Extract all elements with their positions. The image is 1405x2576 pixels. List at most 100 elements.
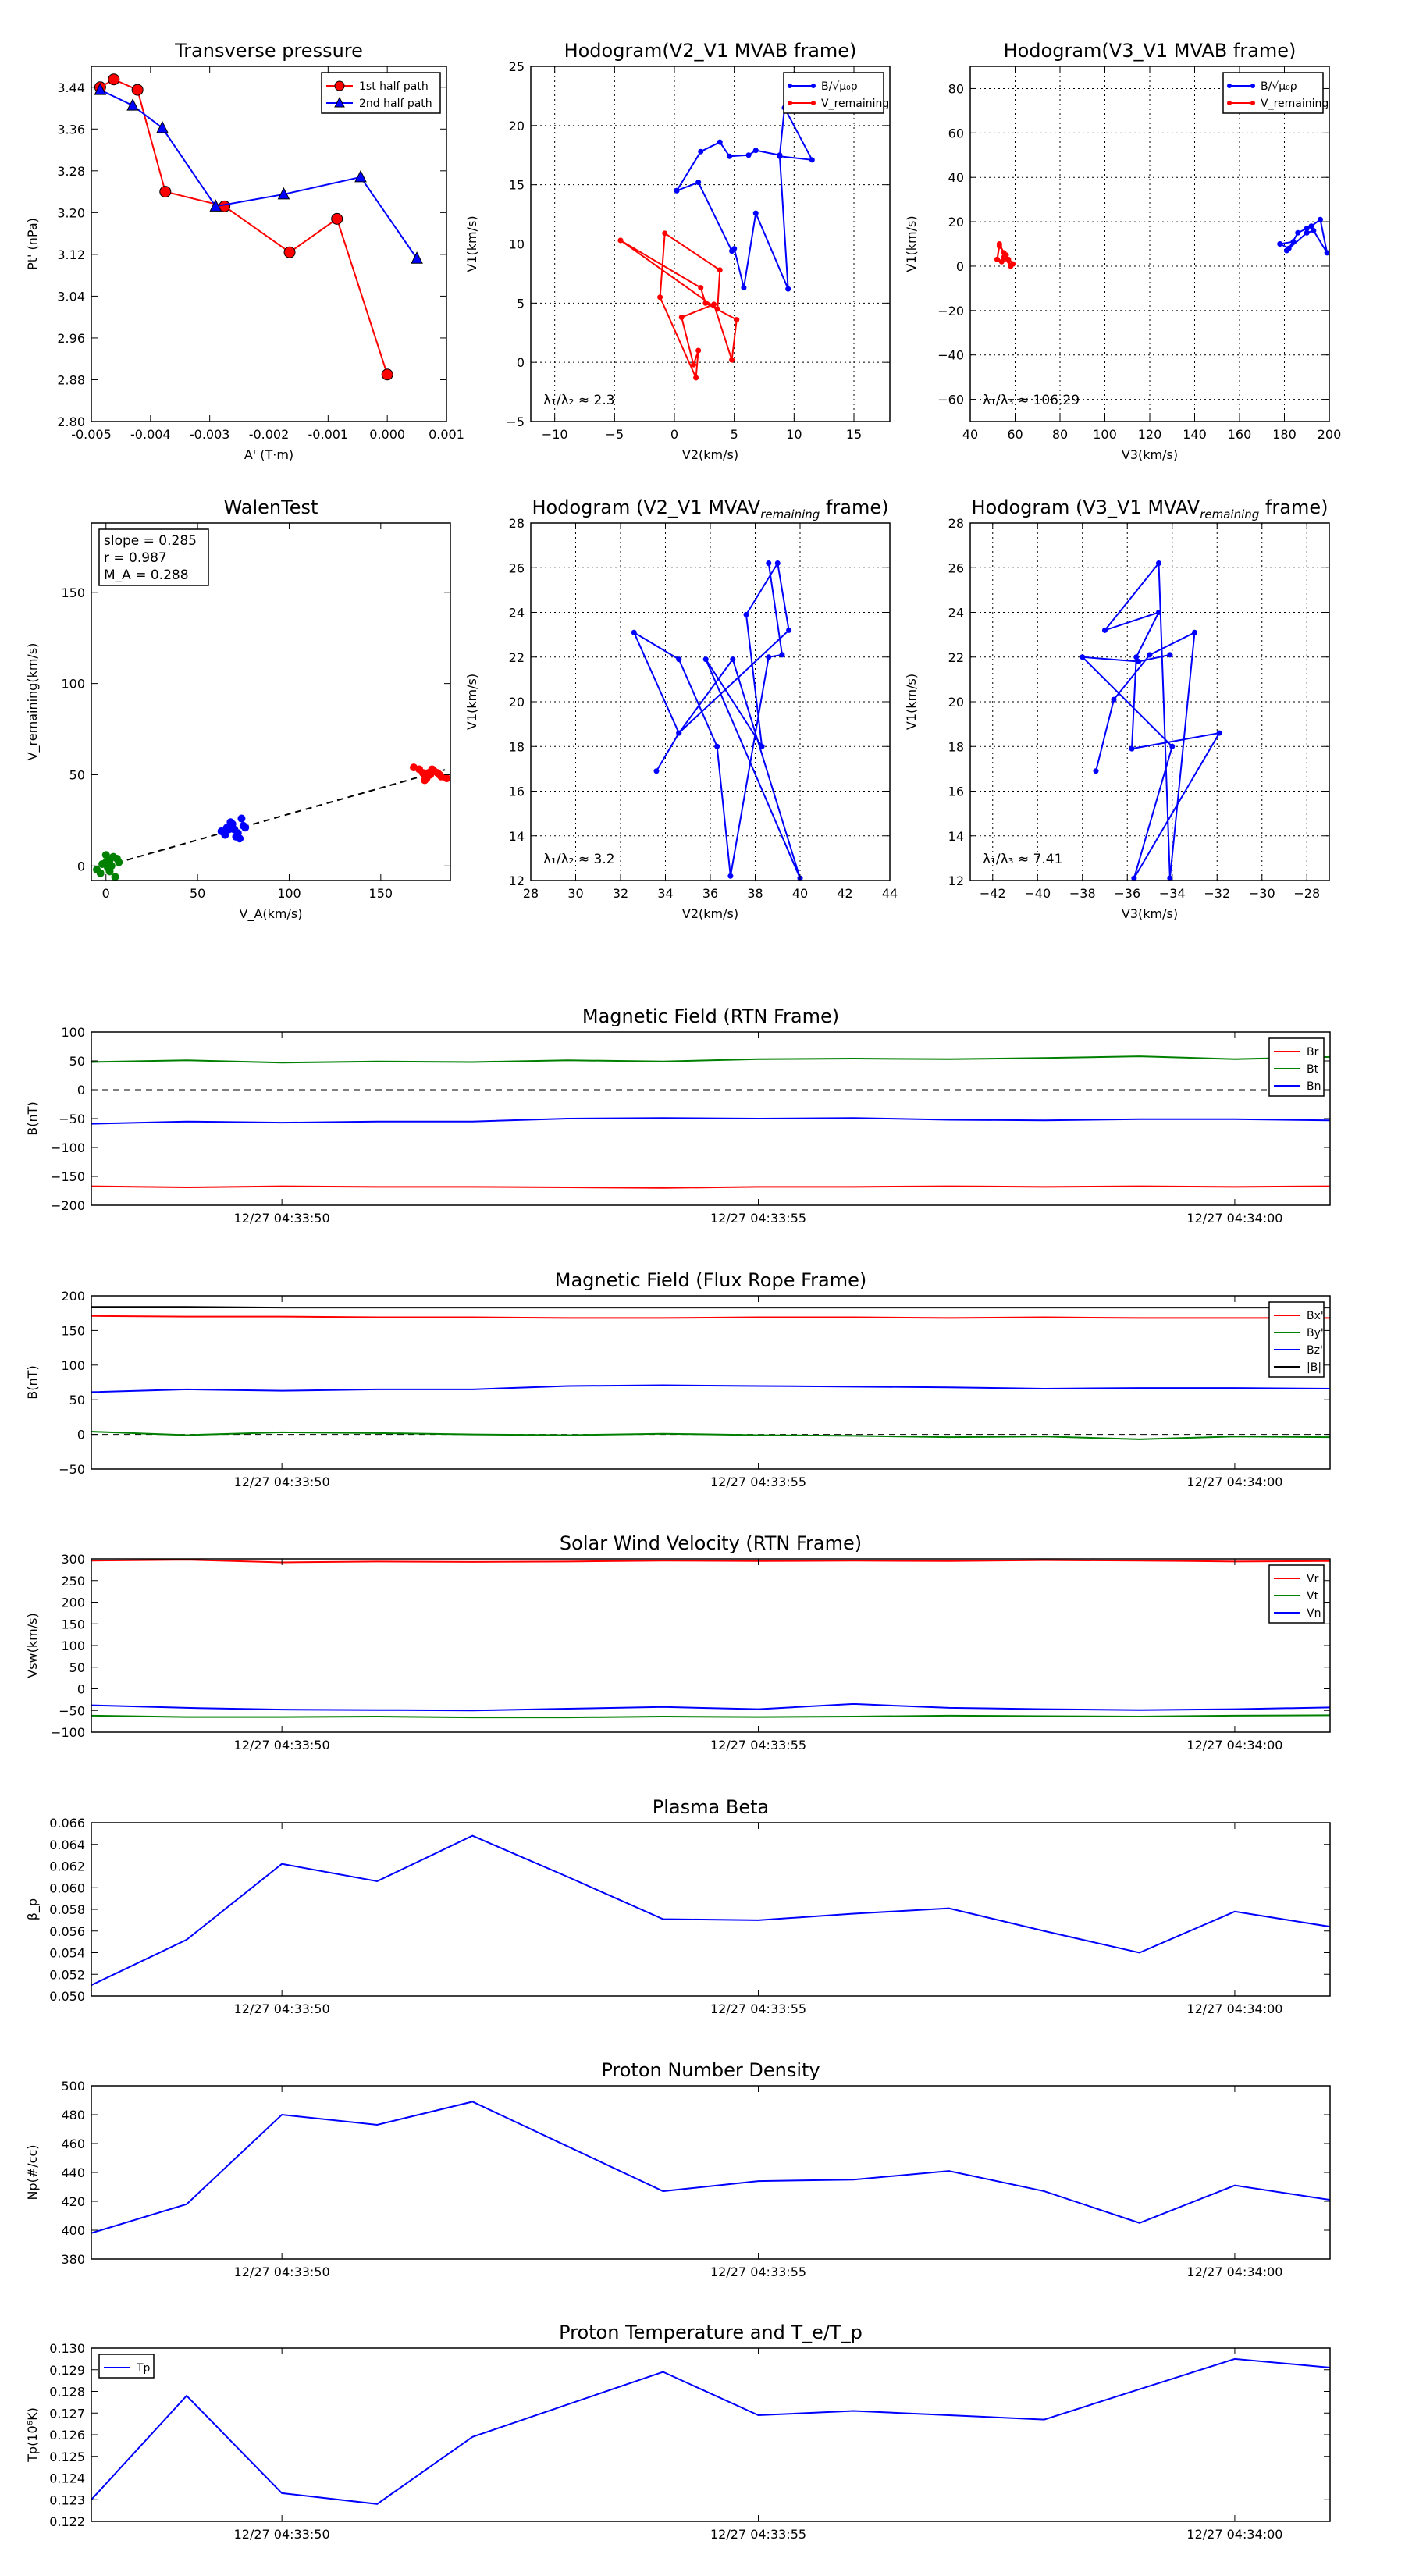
series-line-1: [91, 1714, 1330, 1719]
x-tick-label: 12/27 04:33:50: [234, 1738, 330, 1752]
data-point: [1169, 743, 1176, 749]
data-point: [766, 560, 772, 567]
y-tick-label: 100: [61, 1638, 85, 1653]
chart-h2: 40 60 80 100 120 140 160 180 200 −60 −40 −20 0 20 40 60…: [904, 40, 1341, 462]
x-tick-label: 0.001: [429, 427, 464, 442]
data-point: [277, 187, 290, 200]
data-point: [730, 656, 736, 663]
plot-frame: [91, 2347, 1331, 2522]
chart-title: Solar Wind Velocity (RTN Frame): [560, 1532, 862, 1554]
stats-ma: M_A = 0.288: [104, 568, 189, 583]
x-tick-label: −38: [1069, 886, 1096, 901]
data-point: [714, 743, 720, 749]
y-tick-label: 0.128: [49, 2385, 85, 2400]
data-point: [657, 294, 663, 301]
y-axis-label: Np(#/cc): [25, 2145, 40, 2201]
data-point: [424, 769, 432, 777]
y-tick-label: 20: [509, 119, 525, 133]
x-axis-label: A' (T·m): [244, 447, 293, 462]
y-tick-label: 100: [61, 677, 85, 692]
chart-walen: 0 50 100 150 0 50 100 150 WalenTest V_A(km/s) V_re…: [25, 496, 451, 922]
data-point: [105, 867, 114, 876]
y-tick-label: 22: [509, 650, 525, 665]
data-point: [1304, 229, 1310, 236]
data-point: [101, 851, 110, 859]
y-tick-label: 18: [509, 739, 525, 754]
data-point: [698, 285, 704, 291]
data-point: [698, 148, 704, 155]
y-tick-label: 0: [77, 859, 85, 873]
x-tick-label: 44: [882, 886, 898, 901]
y-tick-label: 18: [948, 739, 964, 754]
y-tick-label: 14: [509, 829, 525, 844]
data-layer: [91, 1559, 1330, 1719]
data-point: [1283, 247, 1289, 254]
y-tick-label: 440: [61, 2165, 85, 2180]
chart-title: Proton Temperature and T_e/T_p: [559, 2322, 863, 2343]
legend-label: B/√μ₀ρ: [821, 80, 858, 93]
data-point: [1304, 226, 1310, 232]
x-tick-label: 40: [962, 427, 978, 442]
data-point: [236, 834, 244, 843]
series-line-0: [91, 1185, 1330, 1189]
y-tick-label: −50: [59, 1462, 85, 1477]
annotation-text: λ₁/λ₃ ≈ 106.29: [983, 393, 1080, 408]
stats-r: r = 0.987: [104, 550, 167, 566]
x-tick-label: -0.001: [308, 427, 349, 442]
data-point: [653, 768, 660, 774]
data-point: [1156, 610, 1161, 615]
x-tick-label: 100: [1093, 427, 1117, 442]
data-point: [131, 84, 144, 96]
x-tick-label: 28: [523, 886, 539, 901]
series-line-2: [91, 1703, 1330, 1712]
data-layer: [91, 2357, 1330, 2505]
x-tick-label: −34: [1159, 886, 1186, 901]
data-point: [1156, 560, 1161, 567]
data-point: [94, 82, 107, 95]
plot-frame: [969, 66, 1330, 422]
x-tick-label: 12/27 04:33:50: [234, 1475, 330, 1489]
chart-bflux: 12/27 04:33:50 12/27 04:33:55 12/27 04:34:…: [25, 1269, 1331, 1489]
legend-label: Bx': [1307, 1310, 1324, 1322]
x-tick-label: 0: [102, 886, 110, 901]
y-tick-label: 0.058: [49, 1902, 85, 1917]
chart-title: Magnetic Field (Flux Rope Frame): [555, 1269, 866, 1291]
y-axis-label: V1(km/s): [904, 674, 919, 730]
x-tick-label: 12/27 04:34:00: [1186, 1475, 1282, 1489]
series-line-1: [91, 1055, 1330, 1064]
y-tick-label: 150: [61, 585, 85, 600]
data-point: [786, 627, 792, 633]
series-line-2: [91, 1384, 1330, 1393]
data-point: [1167, 652, 1173, 658]
y-tick-label: −150: [51, 1169, 85, 1184]
y-axis-label: Tp(10⁶K): [25, 2407, 40, 2463]
series-line-0: [91, 2357, 1330, 2505]
plot-frame: [91, 2085, 1331, 2260]
y-tick-label: 15: [509, 178, 525, 193]
y-tick-label: 50: [69, 767, 85, 782]
y-tick-label: 0.129: [49, 2363, 85, 2378]
y-tick-label: 100: [61, 1358, 85, 1373]
data-point: [228, 820, 237, 828]
chart-title: Transverse pressure: [174, 40, 363, 62]
y-tick-label: −60: [937, 393, 964, 407]
x-tick-label: 12/27 04:34:00: [1186, 1738, 1282, 1752]
series-line-0: [91, 2101, 1330, 2234]
y-tick-label: −100: [51, 1140, 85, 1155]
legend-label: V_remaining: [1261, 98, 1329, 110]
legend-label: 1st half path: [359, 80, 429, 93]
data-point: [331, 212, 343, 225]
data-point: [727, 153, 733, 159]
data-point: [676, 730, 682, 736]
x-tick-label: 12/27 04:34:00: [1186, 2001, 1282, 2016]
data-point: [1010, 261, 1016, 267]
y-tick-label: −50: [59, 1112, 85, 1126]
data-point: [743, 611, 749, 617]
series-line-0: [1080, 560, 1222, 879]
fit-line: [105, 769, 446, 867]
x-tick-label: 120: [1138, 427, 1162, 442]
y-tick-label: 0: [77, 1083, 85, 1098]
legend-label: V_remaining: [821, 98, 889, 110]
y-tick-label: 50: [69, 1660, 85, 1675]
series-line-1: [99, 89, 418, 259]
